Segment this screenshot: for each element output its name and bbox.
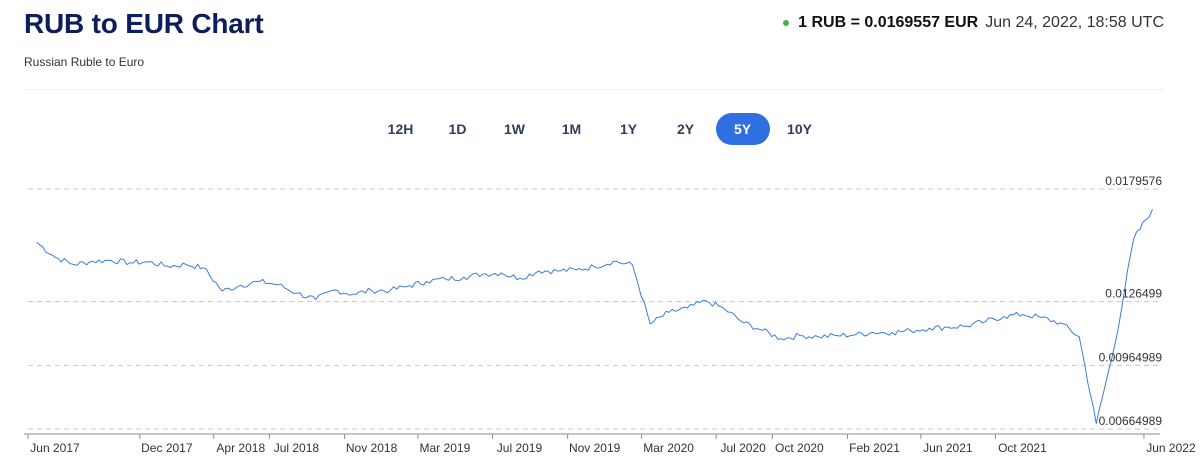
x-tick-label: Dec 2017 (141, 441, 193, 455)
x-tick-label: Nov 2018 (346, 441, 398, 455)
y-axis-labels: 0.0179576 0.0126499 0.00964989 0.00664989 (1099, 174, 1163, 428)
x-tick-label: Oct 2021 (998, 441, 1047, 455)
current-rate: 1 RUB = 0.0169557 EUR Jun 24, 2022, 18:5… (783, 14, 1164, 32)
x-tick-label: Apr 2018 (216, 441, 265, 455)
x-tick-label: Nov 2019 (569, 441, 621, 455)
range-button-12h[interactable]: 12H (374, 113, 428, 145)
rate-value: 1 RUB = 0.0169557 EUR (798, 14, 979, 31)
x-tick-label: Jun 2021 (923, 441, 973, 455)
rate-chart[interactable]: 0.0179576 0.0126499 0.00964989 0.00664989 J… (0, 160, 1200, 461)
x-tick-label: Mar 2019 (420, 441, 471, 455)
header-divider (24, 89, 1164, 90)
range-button-1w[interactable]: 1W (488, 113, 542, 145)
x-tick-label: Jul 2019 (497, 441, 543, 455)
range-button-1m[interactable]: 1M (545, 113, 599, 145)
range-button-1y[interactable]: 1Y (602, 113, 656, 145)
page-title: RUB to EUR Chart (24, 8, 264, 39)
chart-gridlines (28, 188, 1160, 430)
y-axis-label: 0.00664989 (1099, 414, 1163, 428)
x-axis-ticks: Jun 2017 Dec 2017 Apr 2018 Jul 2018 Nov 2018… (27, 434, 1196, 455)
x-tick-label: Jul 2020 (720, 441, 766, 455)
y-axis-label: 0.00964989 (1099, 350, 1163, 364)
time-range-selector: 12H 1D 1W 1M 1Y 2Y 5Y 10Y (0, 113, 1200, 145)
x-tick-label: Jun 2022 (1146, 441, 1196, 455)
page-subtitle: Russian Ruble to Euro (24, 55, 145, 69)
x-tick-label: Jul 2018 (274, 441, 320, 455)
rate-timestamp: Jun 24, 2022, 18:58 UTC (985, 14, 1164, 31)
x-tick-label: Oct 2020 (775, 441, 824, 455)
x-tick-label: Jun 2017 (30, 441, 80, 455)
series-line-rub-eur (36, 209, 1153, 425)
range-button-5y[interactable]: 5Y (715, 113, 770, 145)
status-dot-icon (783, 20, 790, 26)
range-button-10y[interactable]: 10Y (773, 113, 827, 145)
y-axis-label: 0.0179576 (1105, 174, 1162, 188)
range-button-2y[interactable]: 2Y (659, 113, 713, 145)
x-tick-label: Mar 2020 (643, 441, 694, 455)
y-axis-label: 0.0126499 (1105, 287, 1162, 301)
range-button-1d[interactable]: 1D (431, 113, 485, 145)
x-tick-label: Feb 2021 (849, 441, 900, 455)
